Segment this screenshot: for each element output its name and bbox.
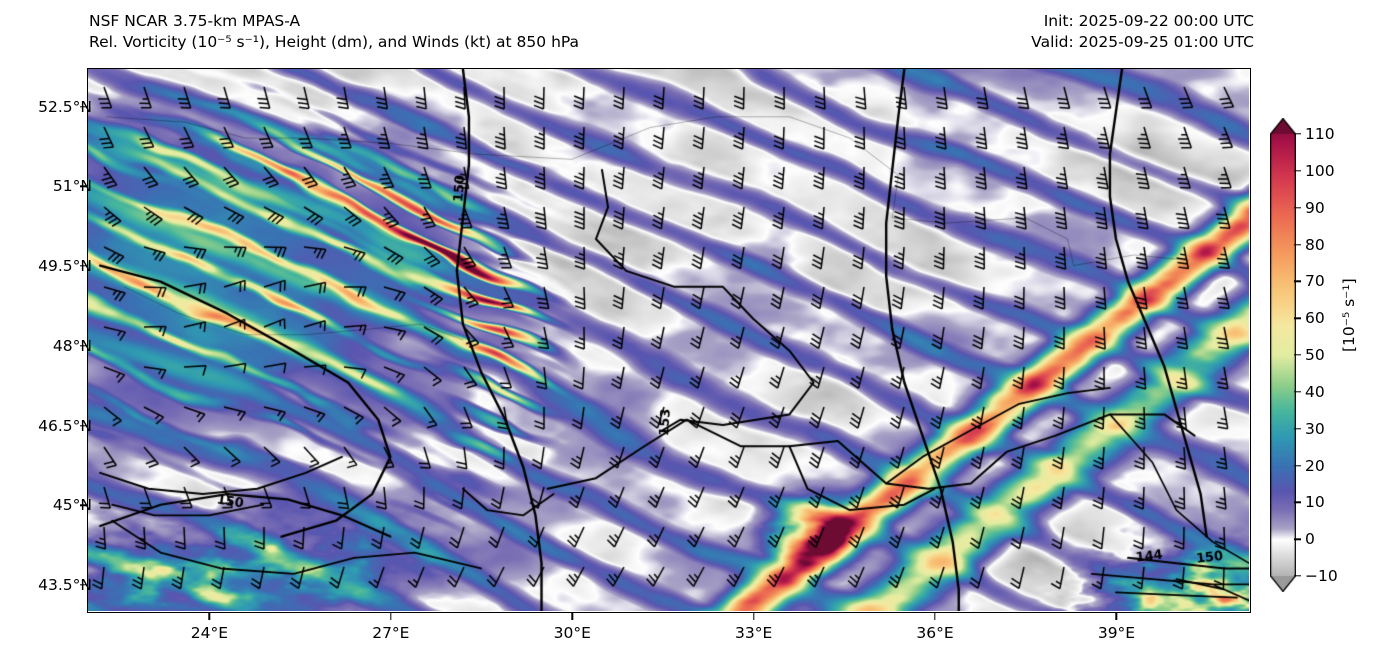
colorbar-tick — [1294, 575, 1301, 577]
longitude-tick — [752, 613, 755, 620]
colorbar-tick — [1294, 354, 1301, 356]
colorbar-units-label: [10⁻⁵ s⁻¹] — [1340, 278, 1358, 352]
valid-time: Valid: 2025-09-25 01:00 UTC — [1031, 33, 1254, 51]
colorbar-tick-label: 110 — [1305, 125, 1335, 143]
longitude-tick-label: 30°E — [553, 624, 591, 642]
colorbar-tick — [1294, 538, 1301, 540]
colorbar-tick — [1294, 206, 1301, 209]
latitude-tick — [80, 105, 87, 108]
colorbar-gradient — [1270, 118, 1296, 592]
latitude-tick-label: 45°N — [52, 496, 92, 515]
colorbar-tick — [1294, 427, 1301, 430]
colorbar-tick-label: 60 — [1305, 309, 1325, 328]
colorbar — [1270, 118, 1296, 592]
longitude-tick-label: 33°E — [735, 624, 773, 642]
longitude-tick — [208, 613, 211, 620]
longitude-tick-label: 27°E — [372, 624, 410, 642]
latitude-tick-label: 46.5°N — [38, 416, 92, 435]
map-plot-area — [87, 68, 1251, 613]
init-time: Init: 2025-09-22 00:00 UTC — [1043, 12, 1254, 30]
longitude-tick-label: 36°E — [916, 624, 954, 642]
colorbar-tick — [1294, 501, 1301, 504]
colorbar-tick-label: 100 — [1305, 161, 1335, 180]
colorbar-tick-label: 90 — [1305, 198, 1325, 217]
colorbar-tick-label: 0 — [1305, 530, 1315, 549]
colorbar-tick — [1294, 280, 1301, 283]
colorbar-tick-label: 20 — [1305, 456, 1325, 475]
latitude-tick — [80, 504, 87, 506]
field-title: Rel. Vorticity (10⁻⁵ s⁻¹), Height (dm), … — [89, 33, 580, 51]
colorbar-tick-label: −10 — [1305, 567, 1338, 585]
figure-title-right: Init: 2025-09-22 00:00 UTC Valid: 2025-09… — [1031, 11, 1254, 53]
colorbar-tick-label: 10 — [1305, 493, 1325, 512]
longitude-tick — [571, 613, 573, 620]
longitude-tick — [1115, 613, 1118, 620]
latitude-tick-label: 49.5°N — [38, 257, 92, 276]
colorbar-tick-label: 30 — [1305, 419, 1325, 438]
model-title: NSF NCAR 3.75-km MPAS-A — [89, 12, 301, 30]
colorbar-tick-label: 40 — [1305, 382, 1325, 401]
latitude-tick — [80, 584, 87, 586]
colorbar-tick — [1294, 391, 1301, 393]
colorbar-tick — [1294, 243, 1301, 246]
colorbar-tick-label: 70 — [1305, 272, 1325, 291]
longitude-tick-label: 39°E — [1097, 624, 1136, 642]
colorbar-tick — [1294, 317, 1301, 319]
latitude-tick — [80, 345, 87, 347]
latitude-tick — [80, 424, 87, 427]
colorbar-tick — [1294, 464, 1301, 467]
latitude-tick-label: 51°N — [52, 177, 92, 196]
longitude-tick-label: 24°E — [190, 624, 229, 642]
longitude-tick — [934, 613, 936, 620]
latitude-tick-label: 52.5°N — [38, 97, 92, 116]
latitude-tick-label: 43.5°N — [38, 575, 92, 594]
colorbar-tick-label: 80 — [1305, 235, 1325, 254]
colorbar-tick-label: 50 — [1305, 346, 1325, 364]
longitude-tick — [390, 613, 392, 620]
latitude-tick — [80, 265, 87, 267]
latitude-tick-label: 48°N — [52, 336, 92, 355]
figure-title-left: NSF NCAR 3.75-km MPAS-A Rel. Vorticity (1… — [89, 11, 579, 53]
colorbar-tick — [1294, 133, 1301, 135]
latitude-tick — [80, 185, 87, 188]
vorticity-field-canvas — [88, 69, 1249, 611]
colorbar-tick — [1294, 170, 1301, 172]
